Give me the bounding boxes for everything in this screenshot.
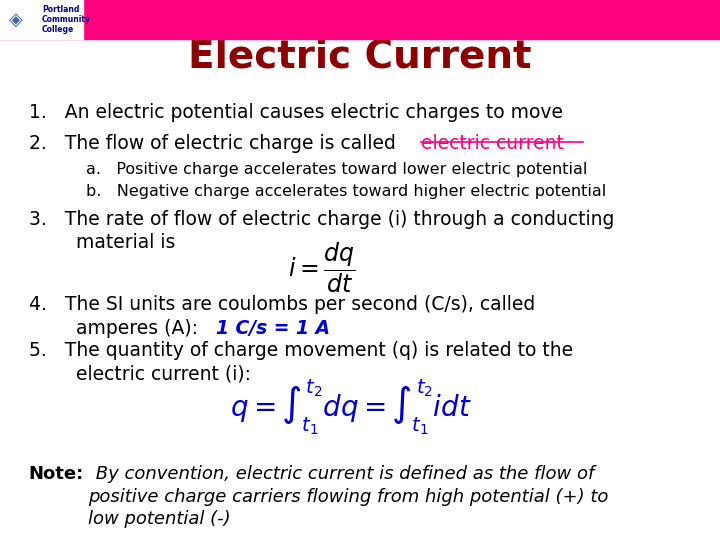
- Text: electric current: electric current: [421, 134, 564, 153]
- Text: positive charge carriers flowing from high potential (+) to: positive charge carriers flowing from hi…: [88, 488, 608, 505]
- Text: low potential (-): low potential (-): [88, 510, 230, 528]
- Text: material is: material is: [76, 233, 175, 252]
- Text: Note:: Note:: [29, 465, 84, 483]
- FancyBboxPatch shape: [0, 0, 720, 39]
- Text: 4.   The SI units are coulombs per second (C/s), called: 4. The SI units are coulombs per second …: [29, 295, 535, 314]
- Text: 1 C/s = 1 A: 1 C/s = 1 A: [216, 319, 330, 338]
- Text: Portland
Community
College: Portland Community College: [42, 4, 91, 35]
- Text: amperes (A):: amperes (A):: [76, 319, 197, 338]
- Text: $q = \int_{t_1}^{t_2} dq = \int_{t_1}^{t_2} idt$: $q = \int_{t_1}^{t_2} dq = \int_{t_1}^{t…: [230, 378, 472, 437]
- Text: 5.   The quantity of charge movement (q) is related to the: 5. The quantity of charge movement (q) i…: [29, 341, 573, 360]
- Text: 3.   The rate of flow of electric charge (i) through a conducting: 3. The rate of flow of electric charge (…: [29, 210, 614, 228]
- Text: electric current (i):: electric current (i):: [76, 364, 251, 383]
- Text: a.   Positive charge accelerates toward lower electric potential: a. Positive charge accelerates toward lo…: [86, 162, 588, 177]
- Text: By convention, electric current is defined as the flow of: By convention, electric current is defin…: [90, 465, 595, 483]
- Text: 1.   An electric potential causes electric charges to move: 1. An electric potential causes electric…: [29, 103, 563, 122]
- Text: $i = \dfrac{dq}{dt}$: $i = \dfrac{dq}{dt}$: [288, 240, 356, 295]
- Text: 2.   The flow of electric charge is called: 2. The flow of electric charge is called: [29, 134, 402, 153]
- Text: Electric Current: Electric Current: [188, 38, 532, 76]
- FancyBboxPatch shape: [0, 0, 83, 39]
- Text: b.   Negative charge accelerates toward higher electric potential: b. Negative charge accelerates toward hi…: [86, 184, 607, 199]
- Text: ◈: ◈: [9, 10, 22, 29]
